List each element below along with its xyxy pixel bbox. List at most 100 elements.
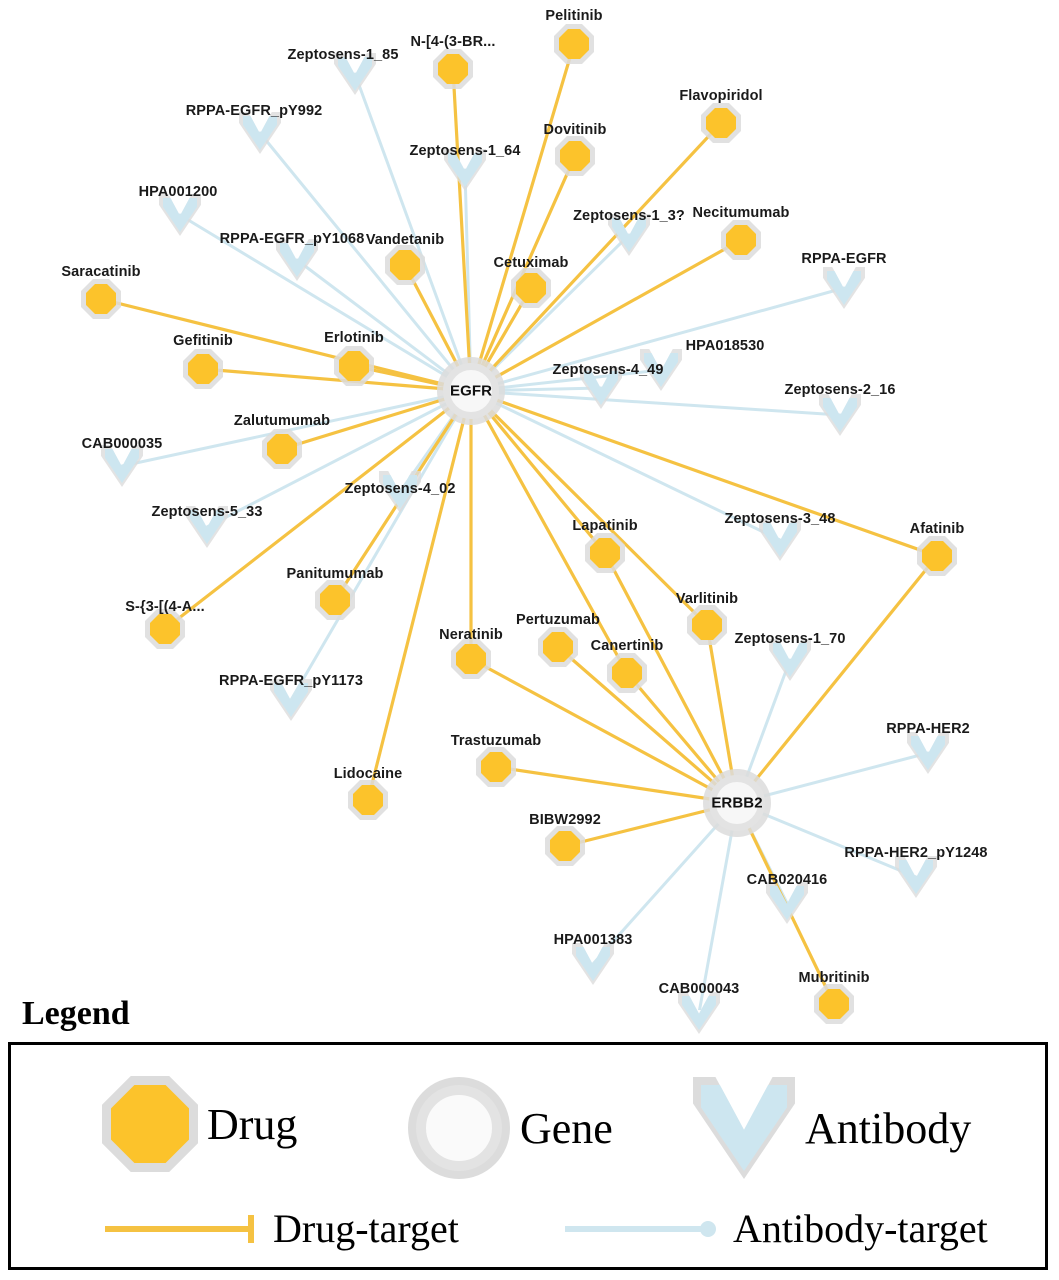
drug-label: Varlitinib bbox=[675, 591, 739, 607]
drug-node[interactable] bbox=[145, 609, 185, 649]
drug-node[interactable] bbox=[585, 533, 625, 573]
drug-node[interactable] bbox=[451, 639, 491, 679]
drug-label: Zalutumumab bbox=[233, 413, 331, 429]
graph-edge bbox=[201, 367, 473, 393]
antibody-node[interactable] bbox=[101, 445, 143, 487]
antibody-node[interactable] bbox=[678, 992, 720, 1034]
drug-node[interactable] bbox=[334, 346, 374, 386]
antibody-node[interactable] bbox=[276, 239, 318, 281]
antibody-node[interactable] bbox=[895, 856, 937, 898]
antibody-node[interactable] bbox=[907, 732, 949, 774]
graph-edge bbox=[469, 238, 743, 393]
network-graph[interactable]: Zeptosens-1_85 RPPA-EGFR_pY992 Zeptosens-1… bbox=[0, 0, 1059, 1034]
legend-label-drug: Drug bbox=[207, 1099, 298, 1149]
drug-node[interactable] bbox=[476, 747, 516, 787]
graph-edge bbox=[603, 551, 739, 805]
antibody-node[interactable] bbox=[186, 506, 228, 548]
line-tee-icon bbox=[105, 1214, 254, 1243]
graph-edge bbox=[178, 213, 473, 393]
antibody-label: CAB000035 bbox=[81, 436, 163, 452]
antibody-node[interactable] bbox=[444, 149, 486, 191]
drug-label: Gefitinib bbox=[173, 333, 233, 349]
drug-label: Mubritinib bbox=[798, 970, 870, 986]
drug-label: Pertuzumab bbox=[516, 612, 600, 628]
antibody-label: CAB000043 bbox=[658, 981, 740, 997]
antibody-node[interactable] bbox=[766, 882, 808, 924]
drug-label: N-[4-(3-BR... bbox=[410, 34, 496, 50]
graph-edge bbox=[469, 389, 939, 558]
drug-node[interactable] bbox=[538, 627, 578, 667]
drug-label: Panitumumab bbox=[286, 566, 384, 582]
drug-label: Saracatinib bbox=[61, 264, 141, 280]
drug-node[interactable] bbox=[183, 349, 223, 389]
antibody-node[interactable] bbox=[159, 194, 201, 236]
antibody-label: RPPA-EGFR_pY992 bbox=[185, 103, 323, 119]
graph-edge bbox=[469, 286, 846, 393]
antibody-node[interactable] bbox=[819, 394, 861, 436]
antibody-label: HPA001383 bbox=[553, 932, 633, 948]
drug-label: Afatinib bbox=[909, 521, 965, 537]
antibody-node[interactable] bbox=[769, 639, 811, 681]
drug-node[interactable] bbox=[607, 653, 647, 693]
antibody-node[interactable] bbox=[823, 267, 865, 309]
drug-node[interactable] bbox=[433, 49, 473, 89]
antibody-node[interactable] bbox=[580, 367, 622, 409]
drug-label: Canertinib bbox=[590, 638, 664, 654]
drug-label: Trastuzumab bbox=[450, 733, 542, 749]
drug-node[interactable] bbox=[917, 536, 957, 576]
drug-node[interactable] bbox=[554, 24, 594, 64]
drug-label: Neratinib bbox=[439, 627, 503, 643]
drug-node[interactable] bbox=[315, 580, 355, 620]
drug-node[interactable] bbox=[511, 268, 551, 308]
graph-edge bbox=[556, 645, 739, 805]
drug-node[interactable] bbox=[701, 103, 741, 143]
antibody-label: RPPA-EGFR_pY1068 bbox=[219, 231, 365, 247]
legend-item-drug-target: Drug-target bbox=[103, 1205, 459, 1252]
legend-label-antibody-target: Antibody-target bbox=[733, 1206, 988, 1251]
legend-item-antibody: Antibody bbox=[693, 1077, 971, 1179]
antibody-node[interactable] bbox=[572, 943, 614, 985]
line-dot-icon bbox=[565, 1220, 716, 1237]
drug-label: Vandetanib bbox=[365, 232, 445, 248]
antibody-node[interactable] bbox=[239, 112, 281, 154]
drug-label: S-{3-[(4-A... bbox=[125, 599, 205, 615]
graph-edge bbox=[698, 801, 739, 1010]
antibody-node[interactable] bbox=[759, 519, 801, 561]
drug-label: Erlotinib bbox=[324, 330, 384, 346]
antibody-label: RPPA-HER2 bbox=[886, 721, 970, 737]
drug-node[interactable] bbox=[687, 605, 727, 645]
drug-node[interactable] bbox=[545, 826, 585, 866]
antibody-node[interactable] bbox=[270, 679, 312, 721]
drug-node[interactable] bbox=[385, 245, 425, 285]
antibody-node[interactable] bbox=[379, 471, 421, 513]
antibody-label: CAB020416 bbox=[746, 872, 828, 888]
antibody-node[interactable] bbox=[640, 349, 682, 391]
gene-node[interactable] bbox=[703, 769, 771, 837]
legend-title: Legend bbox=[22, 995, 130, 1032]
drug-node[interactable] bbox=[348, 780, 388, 820]
graph-edge bbox=[295, 258, 473, 393]
graph-edge bbox=[99, 297, 473, 393]
legend-node-row: Drug Gene Antibody bbox=[11, 1076, 1045, 1195]
graph-edge bbox=[120, 389, 473, 468]
drug-label: Necitumumab bbox=[692, 205, 790, 221]
graph-edge bbox=[591, 801, 739, 966]
drug-label: Pelitinib bbox=[545, 8, 603, 24]
drug-node[interactable] bbox=[262, 429, 302, 469]
graph-edge bbox=[469, 389, 629, 675]
graph-edge bbox=[469, 121, 723, 393]
drug-node[interactable] bbox=[814, 984, 854, 1024]
gene-node[interactable] bbox=[437, 357, 505, 425]
antibody-node[interactable] bbox=[334, 53, 376, 95]
graph-edge bbox=[205, 389, 473, 529]
antibody-label: RPPA-EGFR bbox=[801, 251, 887, 267]
antibody-node[interactable] bbox=[608, 214, 650, 256]
drug-label: Flavopiridol bbox=[679, 88, 763, 104]
graph-edge bbox=[469, 389, 709, 627]
antibody-label: Zeptosens-3_48 bbox=[724, 511, 836, 527]
drug-node[interactable] bbox=[721, 220, 761, 260]
drug-node[interactable] bbox=[81, 279, 121, 319]
graph-edge bbox=[469, 657, 739, 805]
drug-node[interactable] bbox=[555, 136, 595, 176]
